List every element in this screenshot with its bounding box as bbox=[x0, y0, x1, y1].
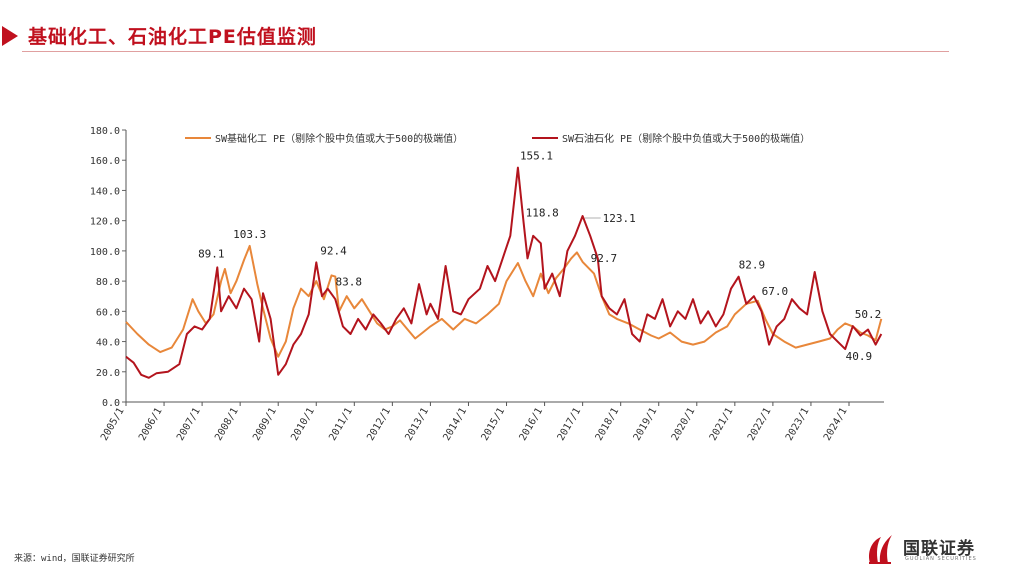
logo-text: 国联证券 bbox=[903, 539, 975, 559]
x-tick-label: 2008/1 bbox=[213, 406, 241, 443]
y-tick-label: 0.0 bbox=[102, 398, 120, 409]
guolian-logo-icon bbox=[869, 535, 892, 564]
x-tick-label: 2006/1 bbox=[137, 406, 165, 443]
data-label: 118.8 bbox=[526, 206, 559, 219]
x-tick-label: 2022/1 bbox=[746, 406, 774, 443]
data-label: 67.0 bbox=[762, 285, 789, 298]
data-label: 40.9 bbox=[846, 350, 873, 363]
y-tick-label: 20.0 bbox=[96, 368, 120, 379]
x-tick-label: 2023/1 bbox=[784, 406, 812, 443]
y-tick-label: 100.0 bbox=[90, 247, 120, 258]
x-tick-label: 2015/1 bbox=[480, 406, 508, 443]
legend-label-2: SW石油石化 PE（剔除个股中负值或大于500的极端值） bbox=[562, 132, 810, 145]
data-label: 83.8 bbox=[335, 275, 362, 288]
x-tick-label: 2019/1 bbox=[632, 406, 660, 443]
y-tick-label: 180.0 bbox=[90, 126, 120, 137]
header-divider bbox=[22, 51, 949, 52]
data-label: 123.1 bbox=[603, 212, 636, 225]
x-tick-label: 2007/1 bbox=[175, 406, 203, 443]
series-line-2 bbox=[125, 166, 883, 379]
header-triangle-icon bbox=[2, 26, 18, 46]
data-label: 92.4 bbox=[320, 244, 347, 257]
data-label: 155.1 bbox=[520, 150, 553, 163]
series-line-1 bbox=[125, 244, 883, 358]
x-tick-label: 2012/1 bbox=[365, 406, 393, 443]
x-tick-label: 2020/1 bbox=[670, 406, 698, 443]
legend-label-1: SW基础化工 PE（剔除个股中负值或大于500的极端值） bbox=[215, 132, 463, 145]
y-tick-label: 80.0 bbox=[96, 277, 120, 288]
x-tick-label: 2014/1 bbox=[441, 406, 469, 443]
y-tick-label: 60.0 bbox=[96, 307, 120, 318]
data-label: 103.3 bbox=[233, 228, 266, 241]
x-tick-label: 2018/1 bbox=[594, 406, 622, 443]
page-title: 基础化工、石油化工PE估值监测 bbox=[28, 26, 317, 48]
x-tick-label: 2016/1 bbox=[518, 406, 546, 443]
x-tick-label: 2005/1 bbox=[99, 406, 127, 443]
y-tick-label: 140.0 bbox=[90, 186, 120, 197]
data-label: 89.1 bbox=[198, 247, 225, 260]
x-tick-label: 2011/1 bbox=[327, 406, 355, 443]
x-tick-label: 2013/1 bbox=[403, 406, 431, 443]
x-tick-label: 2017/1 bbox=[556, 406, 584, 443]
x-tick-label: 2024/1 bbox=[822, 406, 850, 443]
data-label: 92.7 bbox=[591, 252, 618, 265]
data-label: 50.2 bbox=[855, 308, 882, 321]
source-note: 来源：wind，国联证券研究所 bbox=[14, 554, 135, 564]
logo-subtext: GUOLIAN SECURITIES bbox=[905, 556, 977, 562]
x-tick-label: 2021/1 bbox=[708, 406, 736, 443]
x-tick-label: 2010/1 bbox=[289, 406, 317, 443]
y-tick-label: 40.0 bbox=[96, 338, 120, 349]
x-tick-label: 2009/1 bbox=[251, 406, 279, 443]
data-label: 82.9 bbox=[739, 259, 766, 272]
y-tick-label: 160.0 bbox=[90, 156, 120, 167]
y-tick-label: 120.0 bbox=[90, 217, 120, 228]
